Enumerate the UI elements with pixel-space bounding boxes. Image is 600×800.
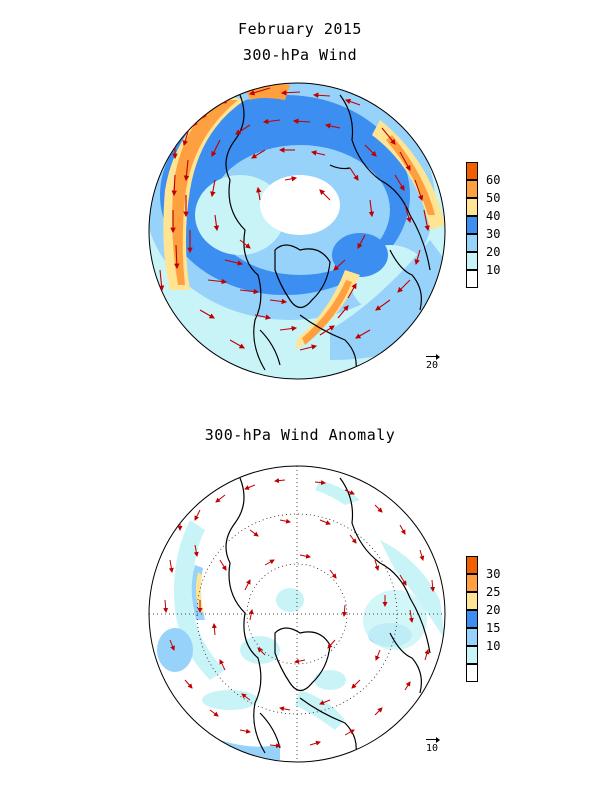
legend-label: 10 (486, 263, 501, 277)
legend-swatch (466, 628, 478, 646)
legend-swatch (466, 574, 478, 592)
legend-swatch (466, 198, 478, 216)
legend-swatch (466, 610, 478, 628)
arrow-icon (426, 354, 440, 360)
legend-label: 15 (486, 621, 501, 635)
legend-label: 20 (486, 245, 501, 259)
legend-label: 25 (486, 585, 501, 599)
map-title-date: February 2015 (238, 20, 362, 38)
legend-swatch (466, 162, 478, 180)
legend-label: 30 (486, 227, 501, 241)
legend-swatch (466, 646, 478, 664)
legend-label: 20 (486, 603, 501, 617)
legend-swatch (466, 664, 478, 682)
wind-anomaly-map (148, 465, 446, 763)
legend-swatch (466, 556, 478, 574)
legend-label: 40 (486, 209, 501, 223)
legend-swatch (466, 592, 478, 610)
legend-swatch (466, 180, 478, 198)
legend-swatch (466, 270, 478, 288)
legend-swatch (466, 216, 478, 234)
reference-vector-top: 20 (426, 354, 440, 371)
wind-vectors-bottom (163, 478, 436, 749)
arrow-icon (426, 737, 440, 743)
legend-label: 30 (486, 567, 501, 581)
wind-speed-map (148, 82, 446, 380)
legend-swatch (466, 252, 478, 270)
legend-label: 50 (486, 191, 501, 205)
legend-swatch (466, 234, 478, 252)
legend-label: 60 (486, 173, 501, 187)
map-title-wind: 300-hPa Wind (242, 46, 358, 64)
reference-vector-bottom: 10 (426, 737, 440, 754)
map-title-anomaly: 300-hPa Wind Anomaly (204, 426, 396, 444)
legend-label: 10 (486, 639, 501, 653)
coastlines-top (225, 94, 431, 376)
